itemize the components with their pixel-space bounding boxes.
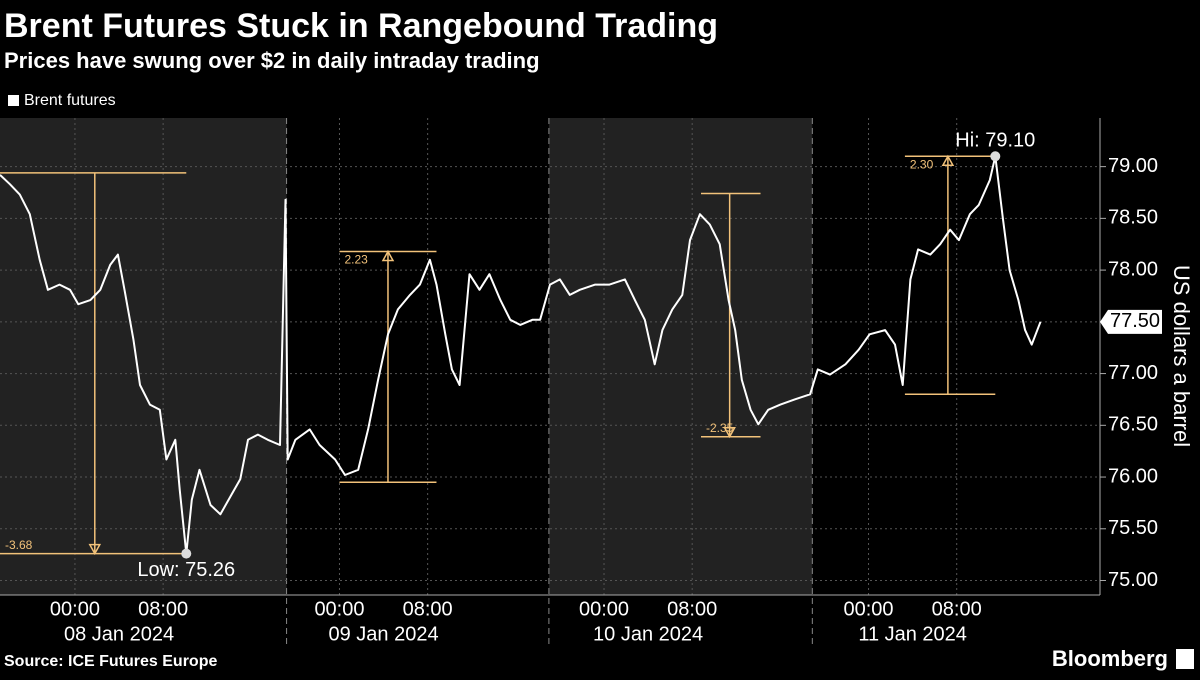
range-label: 2.23 [344, 253, 368, 267]
legend-label: Brent futures [24, 92, 116, 109]
plot-background [0, 118, 1100, 645]
y-axis-title: US dollars a barrel [1169, 265, 1194, 447]
x-tick-label: 00:00 [50, 598, 100, 620]
range-arrow [941, 154, 955, 167]
chart-subtitle: Prices have swung over $2 in daily intra… [4, 48, 540, 73]
price-line [0, 155, 1042, 555]
y-tick-label: 78.00 [1108, 258, 1158, 280]
extreme-marker [990, 151, 1001, 162]
extreme-label: Low: 75.26 [137, 559, 235, 581]
y-tick-label: 75.50 [1108, 517, 1158, 539]
brand: Bloomberg [1052, 646, 1168, 671]
brand-icon [1176, 649, 1194, 669]
day-label: 09 Jan 2024 [329, 623, 439, 645]
x-tick-label: 08:00 [667, 598, 717, 620]
session-shade [548, 118, 813, 595]
x-tick-label: 08:00 [932, 598, 982, 620]
chart-title: Brent Futures Stuck in Rangebound Tradin… [4, 7, 718, 45]
y-tick-label: 76.50 [1108, 414, 1158, 436]
y-tick-label: 76.00 [1108, 465, 1158, 487]
extreme-label: Hi: 79.10 [955, 130, 1035, 152]
range-arrow [723, 426, 736, 439]
last-value-label: 77.50 [1110, 310, 1160, 332]
x-tick-label: 08:00 [403, 598, 453, 620]
day-label: 08 Jan 2024 [64, 623, 174, 645]
y-tick-label: 75.00 [1108, 569, 1158, 591]
range-arrow [381, 249, 395, 262]
range-label: 2.30 [910, 157, 934, 171]
day-label: 10 Jan 2024 [593, 623, 703, 645]
last-value-tag [1100, 309, 1162, 334]
source: Source: ICE Futures Europe [4, 653, 217, 670]
range-label: -2.35 [706, 421, 734, 435]
range-label: -3.68 [5, 538, 33, 552]
legend-swatch [8, 95, 19, 106]
x-tick-label: 00:00 [579, 598, 629, 620]
day-label: 11 Jan 2024 [858, 623, 967, 645]
extreme-marker [181, 548, 192, 559]
range-arrow [88, 543, 102, 556]
session-shade [0, 118, 287, 595]
y-tick-label: 79.00 [1108, 155, 1158, 177]
x-tick-label: 00:00 [844, 598, 894, 620]
y-tick-label: 77.00 [1108, 362, 1158, 384]
x-tick-label: 08:00 [138, 598, 188, 620]
y-tick-label: 78.50 [1108, 207, 1158, 229]
x-tick-label: 00:00 [314, 598, 364, 620]
